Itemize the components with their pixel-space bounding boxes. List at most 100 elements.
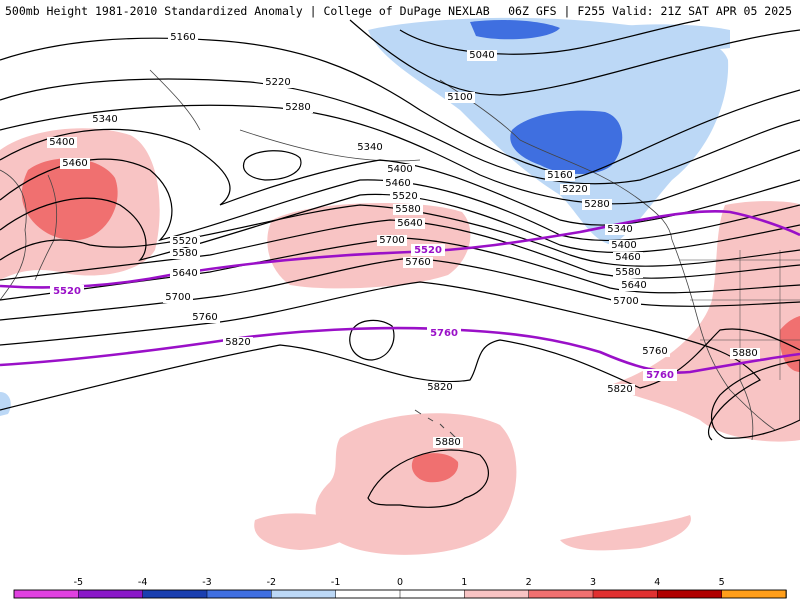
contour-label: 5400 [387, 164, 412, 175]
contour-label-bg [385, 164, 415, 175]
colorbar-border [13, 589, 787, 599]
colorbar-segment [271, 589, 337, 599]
contour-label-bg [611, 296, 641, 307]
colorbar-segment [464, 589, 530, 599]
contour-label-bg [355, 142, 385, 153]
purple-contour-5520 [0, 210, 800, 289]
colorbar-segment [528, 589, 594, 599]
contour-5100 [349, 19, 800, 96]
colorbar-tick-label: -1 [331, 577, 340, 588]
contour-label: 5220 [562, 184, 587, 195]
highlight-contours [0, 210, 800, 374]
contour-label-bg [170, 248, 200, 259]
contour-5400 [0, 158, 800, 242]
contour-label: 5280 [584, 199, 609, 210]
colorbar-segment [721, 589, 787, 599]
contour-label-bg [390, 191, 420, 202]
contour-label: 5880 [435, 437, 460, 448]
contour-label: 5700 [379, 235, 404, 246]
contour-label-bg [168, 32, 198, 43]
colorbar-segment [78, 589, 144, 599]
contour-label: 5580 [172, 248, 197, 259]
purple-contour-5760 [0, 326, 800, 374]
colorbar-tick-label: 0 [397, 577, 403, 588]
contour-label-bg [60, 158, 90, 169]
contour-label-bg [609, 240, 639, 251]
contour-label-bg [190, 312, 220, 323]
contour-label-bg [403, 257, 433, 268]
contour-label-bg [170, 268, 200, 279]
highlight-label-bg [643, 369, 677, 381]
coastline-baja [739, 379, 754, 441]
contour-label: 5820 [427, 382, 452, 393]
model-run-info: 06Z GFS | F255 Valid: 21Z SAT APR 05 202… [508, 4, 792, 18]
contour-label-bg [605, 224, 635, 235]
contour-label: 5160 [170, 32, 195, 43]
contour-label: 5760 [642, 346, 667, 357]
contour-label: 5520 [392, 191, 417, 202]
contour-label: 5640 [621, 280, 646, 291]
contour-5820-closed [349, 319, 395, 361]
highlight-label-bg [411, 244, 445, 256]
contour-label: 5160 [547, 170, 572, 181]
contour-label: 5640 [397, 218, 422, 229]
contour-label: 5580 [615, 267, 640, 278]
contour-label: 5340 [607, 224, 632, 235]
highlight-contour-label: 5520 [53, 286, 81, 297]
neg-anomaly-area-north [600, 24, 730, 50]
contour-5280 [0, 104, 800, 205]
contour-label-bg [383, 178, 413, 189]
colorbar-segment [335, 589, 401, 599]
colorbar-tick-label: 5 [719, 577, 725, 588]
contour-label: 5760 [192, 312, 217, 323]
contour-label: 5520 [172, 236, 197, 247]
colorbar-tick-label: -5 [74, 577, 83, 588]
contour-label-bg [605, 384, 635, 395]
contour-label-bg [395, 218, 425, 229]
pos-anomaly-strip-south [254, 513, 353, 550]
pos-anomaly-strip-southeast [560, 515, 691, 551]
colorbar: -5 -4 -3 -2 -1 0 1 2 3 4 5 [13, 577, 787, 599]
colorbar-tick-label: 2 [526, 577, 532, 588]
highlight-label-bg [427, 327, 461, 339]
contour-label: 5400 [49, 137, 74, 148]
contour-label: 5700 [613, 296, 638, 307]
state-borders [680, 250, 800, 380]
contour-label: 5820 [607, 384, 632, 395]
contour-5820 [0, 328, 800, 411]
neg-anomaly-core-alaska [510, 110, 623, 175]
contour-label-bg [613, 252, 643, 263]
hawaii-islands [414, 409, 457, 439]
contour-label: 5460 [385, 178, 410, 189]
coastlines [0, 69, 800, 441]
contour-label-bg [263, 77, 293, 88]
coastline-asia [0, 169, 27, 301]
contour-label: 5040 [469, 50, 494, 61]
contour-label: 5220 [265, 77, 290, 88]
contour-5520-black [0, 204, 800, 267]
contour-5760 [0, 281, 761, 441]
contour-label: 5400 [611, 240, 636, 251]
contour-label-bg [163, 292, 193, 303]
coastline-kamchatka [149, 69, 201, 131]
colorbar-segment [142, 589, 208, 599]
contour-label: 5340 [357, 142, 382, 153]
colorbar-tick-label: -2 [267, 577, 276, 588]
contour-label-bg [283, 102, 313, 113]
contour-label-bg [47, 137, 77, 148]
coastline-aleutians [239, 129, 421, 162]
contour-label-bg [393, 204, 423, 215]
contour-5580 [0, 219, 800, 281]
highlight-contour-label: 5760 [646, 370, 674, 381]
contour-label-bg [613, 267, 643, 278]
colorbar-segment [657, 589, 723, 599]
height-contours [0, 19, 800, 508]
contour-label: 5820 [225, 337, 250, 348]
contour-label: 5880 [732, 348, 757, 359]
contour-label: 5580 [395, 204, 420, 215]
contour-label: 5700 [165, 292, 190, 303]
contour-label-bg [170, 236, 200, 247]
contour-label-bg [545, 170, 575, 181]
colorbar-segment [206, 589, 273, 599]
